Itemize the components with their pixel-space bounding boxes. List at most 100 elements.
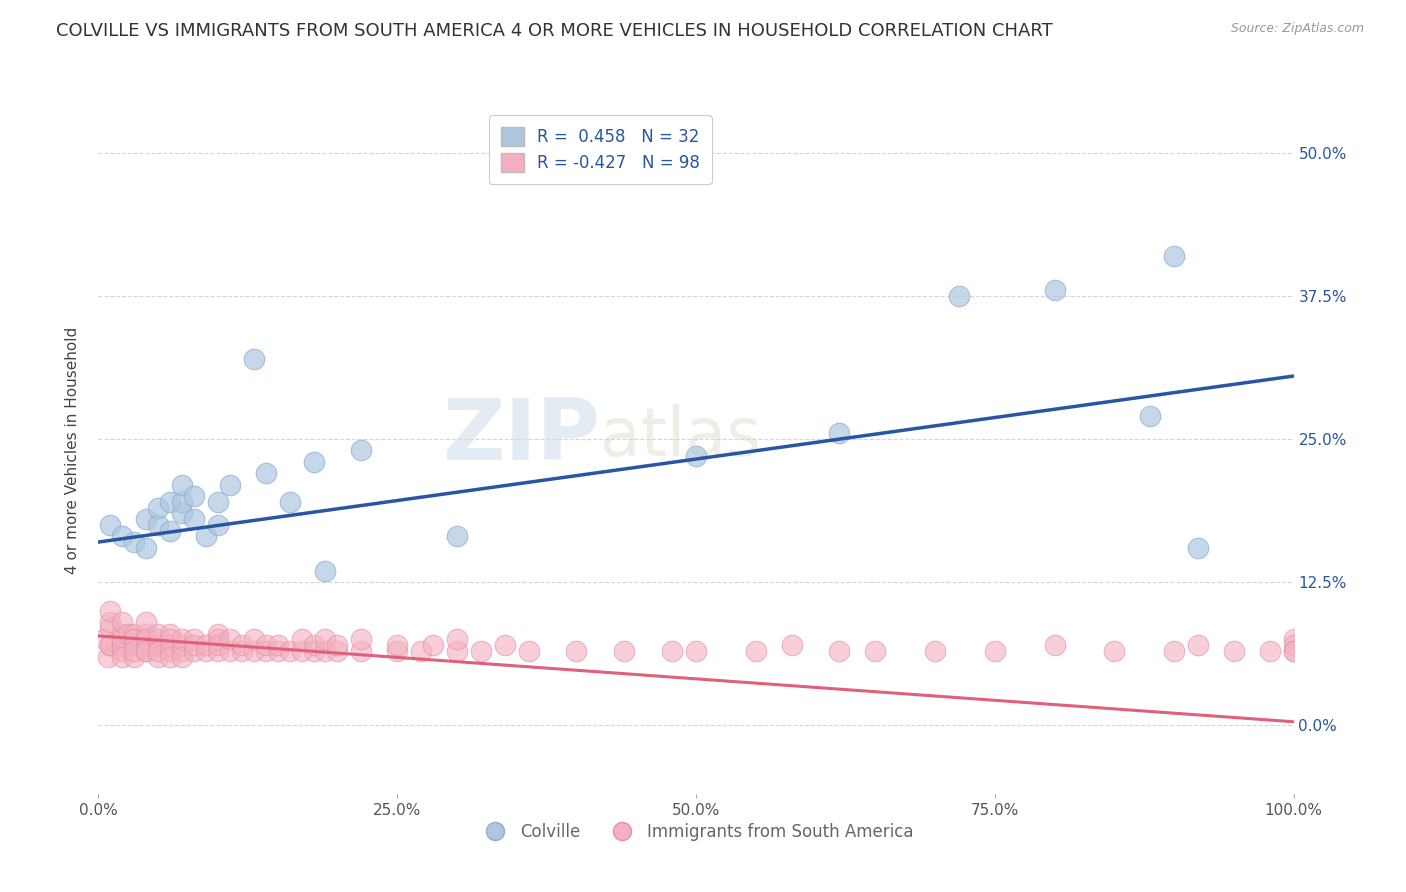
Point <box>661 644 683 658</box>
Point <box>172 638 194 652</box>
Point <box>172 478 194 492</box>
Point <box>148 632 170 647</box>
Point <box>350 443 373 458</box>
Point <box>315 564 337 578</box>
Point <box>470 644 492 658</box>
Point <box>685 644 707 658</box>
Point <box>302 644 325 658</box>
Point <box>291 632 314 647</box>
Point <box>98 638 122 652</box>
Point <box>1163 249 1185 263</box>
Text: ZIP: ZIP <box>443 395 600 478</box>
Point <box>148 517 170 532</box>
Point <box>111 529 134 543</box>
Point <box>172 632 194 647</box>
Point <box>172 644 194 658</box>
Point <box>195 529 218 543</box>
Point <box>207 626 229 640</box>
Point <box>517 644 540 658</box>
Point <box>207 517 229 532</box>
Text: Source: ZipAtlas.com: Source: ZipAtlas.com <box>1230 22 1364 36</box>
Point <box>745 644 768 658</box>
Point <box>1163 644 1185 658</box>
Point <box>828 644 851 658</box>
Point <box>1282 644 1305 658</box>
Point <box>685 449 707 463</box>
Point <box>780 638 803 652</box>
Point <box>231 644 253 658</box>
Point <box>124 649 146 664</box>
Point <box>326 644 349 658</box>
Point <box>446 529 468 543</box>
Point <box>422 638 444 652</box>
Point <box>159 649 181 664</box>
Point <box>98 615 122 630</box>
Point <box>984 644 1007 658</box>
Point <box>98 638 122 652</box>
Legend: Colville, Immigrants from South America: Colville, Immigrants from South America <box>472 816 920 847</box>
Point <box>1139 409 1161 424</box>
Point <box>148 644 170 658</box>
Point <box>254 467 277 481</box>
Point <box>315 644 337 658</box>
Point <box>98 517 122 532</box>
Text: atlas: atlas <box>600 404 761 470</box>
Point <box>207 644 229 658</box>
Point <box>159 495 181 509</box>
Point <box>613 644 636 658</box>
Point <box>1258 644 1281 658</box>
Point <box>446 632 468 647</box>
Point <box>243 644 266 658</box>
Point <box>159 524 181 538</box>
Point <box>350 632 373 647</box>
Point <box>159 644 181 658</box>
Point <box>159 638 181 652</box>
Point <box>124 626 146 640</box>
Point <box>148 638 170 652</box>
Point <box>865 644 887 658</box>
Point <box>291 644 314 658</box>
Y-axis label: 4 or more Vehicles in Household: 4 or more Vehicles in Household <box>65 326 80 574</box>
Point <box>195 638 218 652</box>
Text: COLVILLE VS IMMIGRANTS FROM SOUTH AMERICA 4 OR MORE VEHICLES IN HOUSEHOLD CORREL: COLVILLE VS IMMIGRANTS FROM SOUTH AMERIC… <box>56 22 1053 40</box>
Point <box>494 638 516 652</box>
Point <box>1187 638 1209 652</box>
Point <box>183 644 205 658</box>
Point <box>111 649 134 664</box>
Point <box>183 632 205 647</box>
Point <box>1282 644 1305 658</box>
Point <box>243 351 266 366</box>
Point <box>1282 638 1305 652</box>
Point <box>148 500 170 515</box>
Point <box>135 644 157 658</box>
Point <box>148 649 170 664</box>
Point <box>124 638 146 652</box>
Point <box>1282 632 1305 647</box>
Point <box>124 632 146 647</box>
Point <box>148 626 170 640</box>
Point <box>135 626 157 640</box>
Point <box>924 644 946 658</box>
Point <box>111 626 134 640</box>
Point <box>1043 638 1066 652</box>
Point <box>93 632 115 647</box>
Point <box>159 632 181 647</box>
Point <box>231 638 253 652</box>
Point <box>385 644 409 658</box>
Point <box>207 632 229 647</box>
Point <box>207 638 229 652</box>
Point <box>254 644 277 658</box>
Point <box>135 541 157 555</box>
Point <box>117 626 139 640</box>
Point <box>828 426 851 441</box>
Point <box>219 644 242 658</box>
Point <box>278 644 301 658</box>
Point <box>267 638 290 652</box>
Point <box>326 638 349 652</box>
Point <box>135 632 157 647</box>
Point <box>243 632 266 647</box>
Point <box>302 638 325 652</box>
Point <box>111 632 134 647</box>
Point <box>111 638 134 652</box>
Point <box>98 604 122 618</box>
